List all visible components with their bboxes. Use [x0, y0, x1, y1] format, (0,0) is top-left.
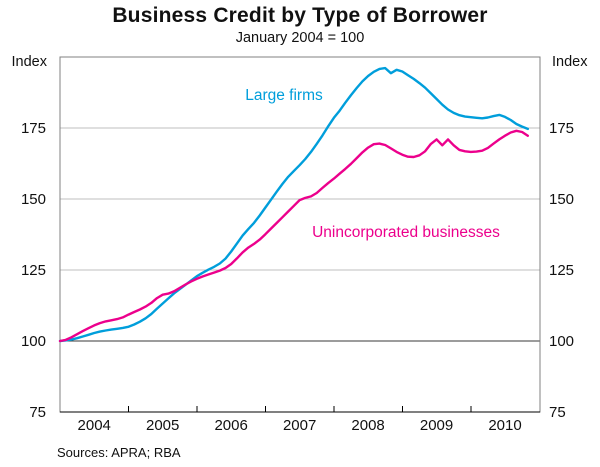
y-tick-label-left: 100 [20, 332, 46, 350]
series-label-large-firms: Large firms [245, 87, 323, 104]
x-tick-label: 2009 [419, 417, 454, 434]
y-tick-label-right: 125 [549, 261, 575, 279]
series-label-unincorporated: Unincorporated businesses [312, 224, 500, 241]
y-tick-label-right: 100 [549, 332, 575, 350]
x-tick-label: 2005 [146, 417, 180, 434]
y-tick-label-right: 175 [549, 119, 575, 137]
y-axis-title-left: Index [11, 54, 47, 70]
y-tick-label-left: 150 [20, 190, 46, 208]
y-tick-label-left: 75 [29, 403, 46, 421]
x-tick-label: 2006 [214, 417, 248, 434]
x-tick-label: 2004 [77, 417, 111, 434]
source-note: Sources: APRA; RBA [57, 445, 181, 460]
x-tick-label: 2008 [351, 417, 385, 434]
series-line-large-firms [58, 66, 529, 343]
x-tick-label: 2010 [488, 417, 522, 434]
y-tick-label-left: 175 [20, 119, 46, 137]
y-tick-label-right: 75 [549, 403, 566, 421]
series-line-unincorporated [58, 129, 529, 343]
chart-title: Business Credit by Type of Borrower [112, 4, 488, 27]
y-axis-title-right: Index [552, 54, 588, 70]
y-tick-label-left: 125 [20, 261, 46, 279]
x-tick-label: 2007 [282, 417, 317, 434]
y-tick-label-right: 150 [549, 190, 575, 208]
chart-subtitle: January 2004 = 100 [235, 30, 365, 46]
